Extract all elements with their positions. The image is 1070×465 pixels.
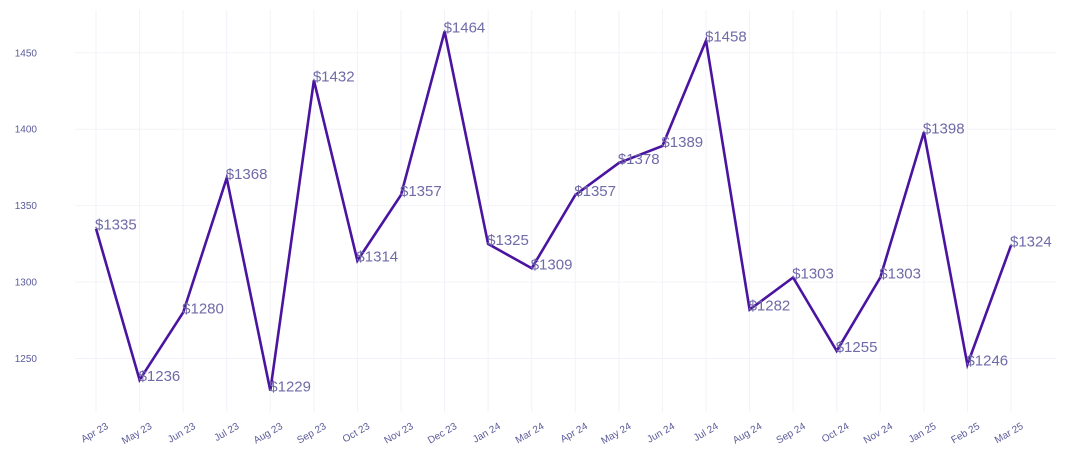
data-label: $1282 bbox=[749, 298, 791, 315]
x-tick-label: Mar 24 bbox=[514, 421, 547, 446]
x-tick-label: Jun 23 bbox=[166, 421, 198, 446]
data-labels: $1335 $1236 $1280 $1368 $1229 $1432 $1314 $1357… bbox=[95, 19, 1052, 395]
data-label: $1389 bbox=[661, 134, 703, 151]
data-label: $1255 bbox=[836, 339, 878, 356]
y-tick-label: 1450 bbox=[15, 48, 38, 59]
x-tick-label: Jan 25 bbox=[907, 421, 939, 446]
data-label: $1280 bbox=[182, 301, 224, 318]
x-tick-label: Jan 24 bbox=[471, 421, 503, 446]
x-tick-label: Feb 25 bbox=[949, 421, 982, 446]
data-label: $1464 bbox=[444, 19, 486, 36]
x-axis-ticks: Apr 23 May 23 Jun 23 Jul 23 Aug 23 Sep 23 Oct … bbox=[79, 421, 1025, 447]
data-label: $1324 bbox=[1010, 233, 1052, 250]
data-label: $1398 bbox=[923, 120, 965, 137]
x-tick-label: Sep 24 bbox=[775, 421, 808, 447]
y-tick-label: 1250 bbox=[15, 354, 38, 365]
x-tick-label: Mar 25 bbox=[993, 421, 1026, 446]
x-tick-label: May 24 bbox=[599, 421, 633, 447]
data-label: $1458 bbox=[705, 29, 747, 46]
grid bbox=[75, 10, 1056, 412]
data-label: $1357 bbox=[574, 183, 616, 200]
x-tick-label: Jun 24 bbox=[645, 421, 677, 446]
series-line bbox=[94, 31, 1013, 391]
data-label: $1303 bbox=[879, 265, 921, 282]
x-tick-label: Apr 23 bbox=[79, 421, 110, 445]
data-label: $1325 bbox=[487, 232, 529, 249]
y-tick-label: 1300 bbox=[15, 278, 38, 289]
x-tick-label: Jul 23 bbox=[213, 421, 242, 444]
data-label: $1236 bbox=[139, 368, 181, 385]
x-tick-label: Dec 23 bbox=[426, 421, 459, 447]
data-label: $1303 bbox=[792, 265, 834, 282]
y-tick-label: 1400 bbox=[15, 125, 38, 136]
data-label: $1314 bbox=[356, 249, 398, 266]
x-tick-label: Oct 24 bbox=[820, 421, 851, 445]
x-tick-label: May 23 bbox=[120, 421, 154, 447]
data-label: $1335 bbox=[95, 217, 137, 234]
x-tick-label: Oct 23 bbox=[341, 421, 372, 445]
x-tick-label: Nov 24 bbox=[862, 421, 895, 447]
data-label: $1246 bbox=[966, 353, 1008, 370]
x-tick-label: Jul 24 bbox=[692, 421, 721, 444]
data-label: $1229 bbox=[269, 379, 311, 396]
x-tick-label: Sep 23 bbox=[295, 421, 328, 447]
data-label: $1357 bbox=[400, 183, 442, 200]
data-label: $1432 bbox=[313, 68, 355, 85]
data-label: $1378 bbox=[618, 151, 660, 168]
x-tick-label: Aug 23 bbox=[252, 421, 285, 447]
x-tick-label: Aug 24 bbox=[731, 421, 764, 447]
data-label: $1368 bbox=[226, 166, 268, 183]
x-tick-label: Apr 24 bbox=[559, 421, 590, 445]
x-tick-label: Nov 23 bbox=[383, 421, 416, 447]
y-tick-label: 1350 bbox=[15, 201, 38, 212]
data-label: $1309 bbox=[531, 256, 573, 273]
y-axis-ticks: 1250 1300 1350 1400 1450 bbox=[15, 48, 38, 365]
